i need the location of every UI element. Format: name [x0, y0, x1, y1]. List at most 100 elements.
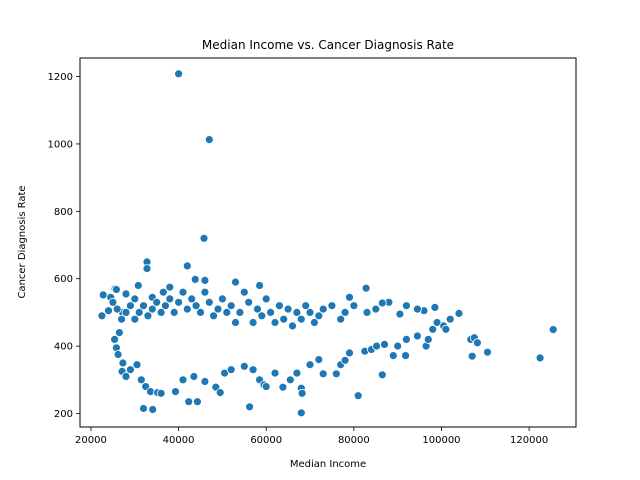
y-axis-label: Cancer Diagnosis Rate: [17, 185, 28, 298]
data-point: [248, 318, 258, 327]
data-point: [226, 301, 236, 311]
data-point: [213, 304, 223, 314]
x-tick-label: 40000: [163, 435, 195, 446]
data-point: [200, 377, 210, 386]
data-point: [285, 375, 295, 385]
data-point: [147, 304, 157, 314]
chart-title: Median Income vs. Cancer Diagnosis Rate: [202, 38, 454, 52]
data-point: [305, 360, 315, 370]
data-point: [371, 304, 381, 314]
data-point: [204, 297, 214, 307]
data-point: [156, 307, 166, 317]
data-point: [239, 361, 249, 371]
data-point: [200, 275, 210, 285]
data-point: [428, 324, 438, 334]
data-point: [301, 301, 311, 311]
data-point: [158, 287, 168, 297]
data-point: [139, 301, 148, 311]
data-point: [548, 325, 558, 335]
data-point: [401, 301, 411, 311]
data-point: [182, 304, 192, 314]
data-point: [117, 314, 126, 324]
x-tick-label: 60000: [250, 435, 282, 446]
data-point: [169, 307, 179, 317]
data-point: [174, 69, 184, 79]
data-point: [353, 391, 363, 401]
data-point: [288, 321, 297, 331]
data-point: [423, 334, 433, 344]
data-point: [331, 369, 341, 379]
data-point: [142, 264, 152, 274]
data-point: [401, 351, 411, 361]
x-tick-label: 100000: [422, 435, 460, 446]
data-point: [139, 404, 148, 413]
data-point: [412, 331, 422, 341]
data-point: [199, 233, 209, 243]
data-point: [108, 297, 118, 307]
data-point: [314, 355, 324, 365]
data-point: [133, 281, 143, 290]
data-point: [165, 294, 175, 304]
data-point: [245, 402, 255, 412]
data-point: [270, 318, 280, 327]
data-point: [292, 368, 302, 378]
data-point: [472, 338, 482, 348]
data-point: [340, 307, 350, 317]
data-point: [283, 304, 293, 314]
data-point: [244, 297, 254, 307]
data-point: [483, 347, 492, 357]
data-point: [336, 314, 346, 324]
data-point: [178, 287, 188, 297]
data-point: [261, 294, 271, 304]
data-point: [266, 307, 276, 317]
data-point: [279, 314, 289, 324]
data-point: [121, 289, 131, 299]
data-point: [278, 382, 288, 392]
data-point: [296, 314, 306, 324]
data-point: [441, 324, 451, 334]
data-point: [130, 314, 140, 324]
data-point: [156, 388, 166, 398]
data-point: [136, 375, 146, 385]
data-point: [305, 307, 315, 317]
x-axis-label: Median Income: [290, 459, 366, 470]
y-tick-label: 1200: [48, 72, 73, 83]
data-point: [412, 304, 422, 314]
data-point: [196, 307, 205, 317]
data-points: [97, 69, 558, 418]
data-point: [113, 350, 123, 359]
data-point: [112, 285, 121, 294]
data-point: [274, 301, 284, 311]
data-point: [97, 311, 107, 321]
data-point: [160, 301, 170, 311]
data-point: [535, 353, 545, 363]
y-axis-ticks: 200 400 600 800 1000 1200: [48, 72, 80, 420]
data-point: [178, 375, 188, 385]
data-point: [134, 307, 144, 317]
data-point: [377, 370, 387, 380]
data-point: [377, 298, 387, 308]
x-tick-label: 20000: [75, 435, 107, 446]
data-point: [362, 307, 372, 317]
x-tick-label: 120000: [510, 435, 548, 446]
data-point: [231, 318, 240, 327]
data-point: [187, 294, 197, 304]
data-point: [388, 351, 398, 361]
data-point: [445, 314, 455, 324]
data-point: [115, 328, 124, 338]
data-point: [296, 408, 306, 418]
data-point: [467, 351, 477, 361]
y-tick-label: 800: [54, 207, 73, 218]
data-point: [318, 369, 328, 379]
data-point: [191, 301, 201, 311]
data-point: [372, 341, 382, 351]
data-point: [454, 308, 464, 318]
data-point: [349, 301, 359, 311]
data-point: [215, 388, 225, 398]
data-point: [118, 358, 128, 368]
data-point: [292, 307, 302, 317]
data-point: [171, 387, 180, 397]
data-point: [239, 287, 249, 297]
